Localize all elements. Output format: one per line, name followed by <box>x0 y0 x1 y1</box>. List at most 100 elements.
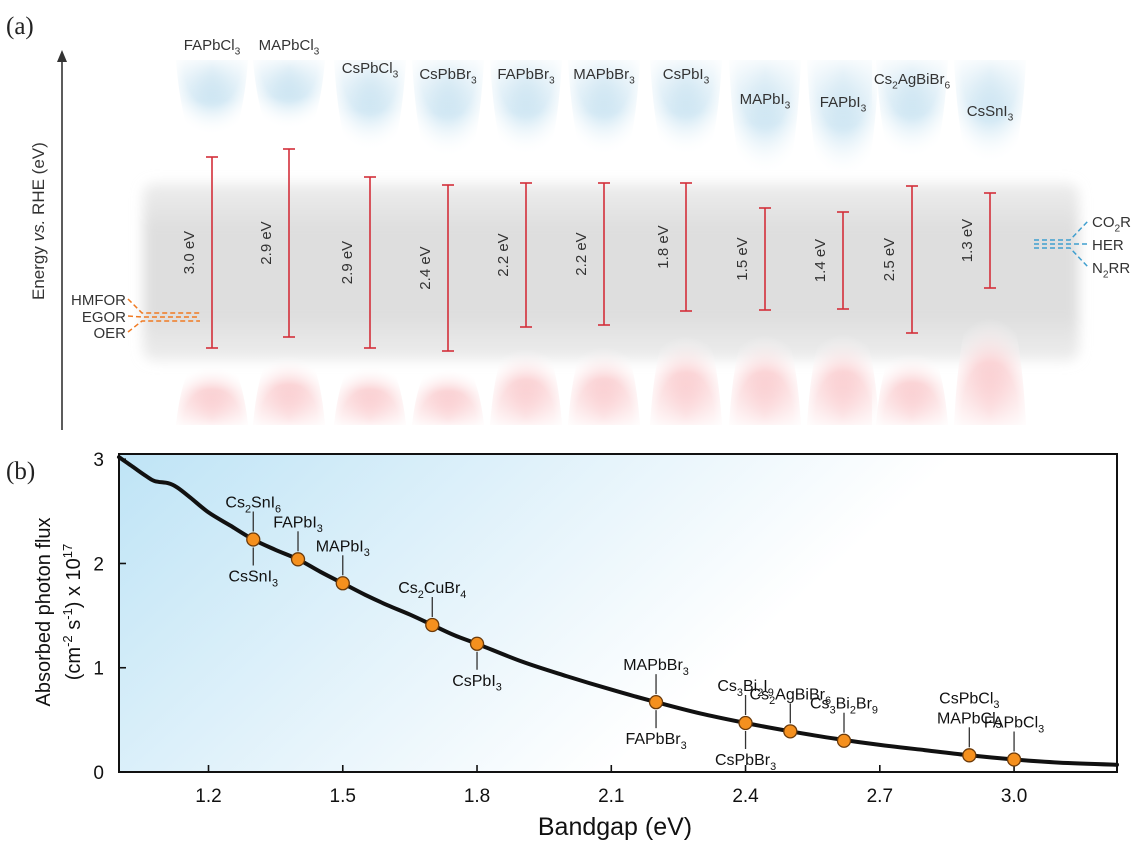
data-point-marker <box>738 715 753 731</box>
point-label-above: MAPbBr3 <box>623 657 689 678</box>
material-column: 2.9 eV MAPbCl3 <box>249 37 329 430</box>
valence-band-fade <box>803 372 883 431</box>
reduction-reaction-label: N2RR <box>1092 260 1130 281</box>
reduction-reaction-label: CO2R <box>1092 214 1131 235</box>
data-point-marker <box>836 733 852 748</box>
material-column: 1.8 eV CsPbI3 <box>646 55 726 431</box>
material-name-label: FAPbI3 <box>820 94 867 115</box>
point-label-below: CsSnI3 <box>228 568 278 589</box>
point-label-above: Cs2CuBr4 <box>398 580 466 601</box>
conduction-band-fade <box>725 55 805 124</box>
point-label-below: CsPbI3 <box>452 673 502 694</box>
data-point-group: Cs2AgBiBr6 <box>750 686 831 739</box>
valence-band-fade <box>872 383 952 430</box>
material-column: 2.2 eV MAPbBr3 <box>564 55 644 430</box>
data-point-marker <box>246 532 261 547</box>
data-point-group: FAPbI3 <box>273 514 323 567</box>
valence-band-fade <box>564 380 644 430</box>
panel-b: 1.2 1.5 1.8 2.1 2.4 2.7 3.0 0 1 2 3 Cs2SnI6 CsSnI3 F… <box>33 450 1119 841</box>
material-column: 2.9 eV CsPbCl3 <box>330 55 410 429</box>
material-column: 2.4 eV CsPbBr3 <box>408 55 488 429</box>
conduction-band-fade <box>950 55 1030 118</box>
conduction-band-fade <box>646 55 726 113</box>
valence-band-fade <box>646 373 726 431</box>
bandgap-value-label: 1.5 eV <box>734 237 751 280</box>
material-column: 1.4 eV FAPbI3 <box>803 55 883 431</box>
bandgap-value-label: 1.8 eV <box>655 225 672 268</box>
y-tick-label: 2 <box>93 554 104 575</box>
bandgap-value-label: 1.4 eV <box>812 239 829 282</box>
point-label-below: CsPbBr3 <box>715 752 776 773</box>
point-label-above: Cs2AgBiBr6 <box>750 686 831 707</box>
valence-band-fade <box>330 390 410 429</box>
valence-band-fade <box>486 380 566 430</box>
data-point-marker <box>290 552 306 567</box>
point-label-below: FAPbBr3 <box>625 731 686 752</box>
data-point-group: Cs3Bi2Br9 <box>810 696 878 748</box>
data-point-group: FAPbCl3 <box>984 714 1044 767</box>
oxidation-reaction-label: OER <box>93 325 126 342</box>
bandgap-value-label: 2.9 eV <box>339 241 356 284</box>
bandgap-value-label: 2.9 eV <box>258 221 275 264</box>
data-point-marker <box>783 724 798 739</box>
conduction-band-fade <box>803 55 883 126</box>
bandgap-value-label: 2.2 eV <box>495 233 512 276</box>
oxidation-potential-line <box>127 298 200 314</box>
point-label-above: FAPbCl3 <box>984 714 1044 735</box>
plot-background <box>119 454 1117 772</box>
oxidation-potential-line <box>127 320 200 333</box>
data-point-marker <box>962 748 977 763</box>
y-axis-label-line2: (cm-2 s-1) x 1017 <box>60 544 85 681</box>
material-name-label: MAPbCl3 <box>259 37 320 58</box>
valence-band-fade <box>249 385 329 430</box>
point-label-above: CsPbCl3 <box>939 690 999 711</box>
oxidation-potential-line <box>127 315 200 318</box>
material-column: 2.2 eV FAPbBr3 <box>486 55 566 430</box>
panel-a: Energy vs. RHE (eV) 3.0 eV FAPbCl3 2.9 eV M… <box>29 37 1131 432</box>
material-name-label: FAPbBr3 <box>497 66 555 87</box>
x-tick-label: 1.5 <box>330 786 356 807</box>
bandgap-value-label: 1.3 eV <box>959 219 976 262</box>
point-label-above: FAPbI3 <box>273 514 323 535</box>
x-tick-label: 2.7 <box>867 786 893 807</box>
material-column: 2.5 eV Cs2AgBiBr6 <box>872 55 952 430</box>
x-tick-label: 1.8 <box>464 786 490 807</box>
material-name-label: MAPbBr3 <box>573 66 635 87</box>
data-point-marker <box>425 617 440 633</box>
material-name-label: Cs2AgBiBr6 <box>874 71 951 92</box>
point-label-above: MAPbI3 <box>316 538 370 559</box>
valence-band-fade <box>172 390 252 429</box>
conduction-band-fade <box>249 55 329 98</box>
bandgap-value-label: 2.2 eV <box>573 232 590 275</box>
data-point-group: CsPbI3 <box>452 636 502 694</box>
valence-band-fade <box>725 373 805 431</box>
material-name-label: CsPbBr3 <box>419 66 477 87</box>
point-label-above: Cs2SnI6 <box>225 494 281 515</box>
material-column: 1.5 eV MAPbI3 <box>725 55 805 431</box>
point-label-above: Cs3Bi2Br9 <box>810 696 878 717</box>
reduction-potential-line <box>1034 247 1089 268</box>
y-tick-label: 1 <box>93 659 104 680</box>
valence-band-fade <box>950 363 1030 432</box>
material-name-label: CsPbCl3 <box>342 60 399 81</box>
data-point-group: Cs2CuBr4 <box>398 580 466 633</box>
plot-frame <box>118 453 1118 773</box>
x-tick-label: 3.0 <box>1001 786 1027 807</box>
bandgap-value-label: 3.0 eV <box>181 231 198 274</box>
conduction-band-fade <box>486 55 566 113</box>
material-name-label: FAPbCl3 <box>184 37 241 58</box>
material-name-label: CsPbI3 <box>663 66 710 87</box>
material-column: 1.3 eV CsSnI3 <box>950 55 1030 432</box>
point-label-above: Cs3Bi2I9 <box>717 678 773 699</box>
x-tick-label: 1.2 <box>195 786 221 807</box>
data-point-marker <box>648 694 664 710</box>
x-tick-label: 2.4 <box>732 786 759 807</box>
bandgap-value-label: 2.5 eV <box>881 238 898 281</box>
panel-a-label: (a) <box>6 13 34 40</box>
data-point-marker <box>335 576 350 591</box>
data-point-group: MAPbBr3 FAPbBr3 <box>623 657 689 752</box>
reduction-potential-line <box>1034 220 1089 241</box>
material-column: 3.0 eV FAPbCl3 <box>172 37 252 429</box>
